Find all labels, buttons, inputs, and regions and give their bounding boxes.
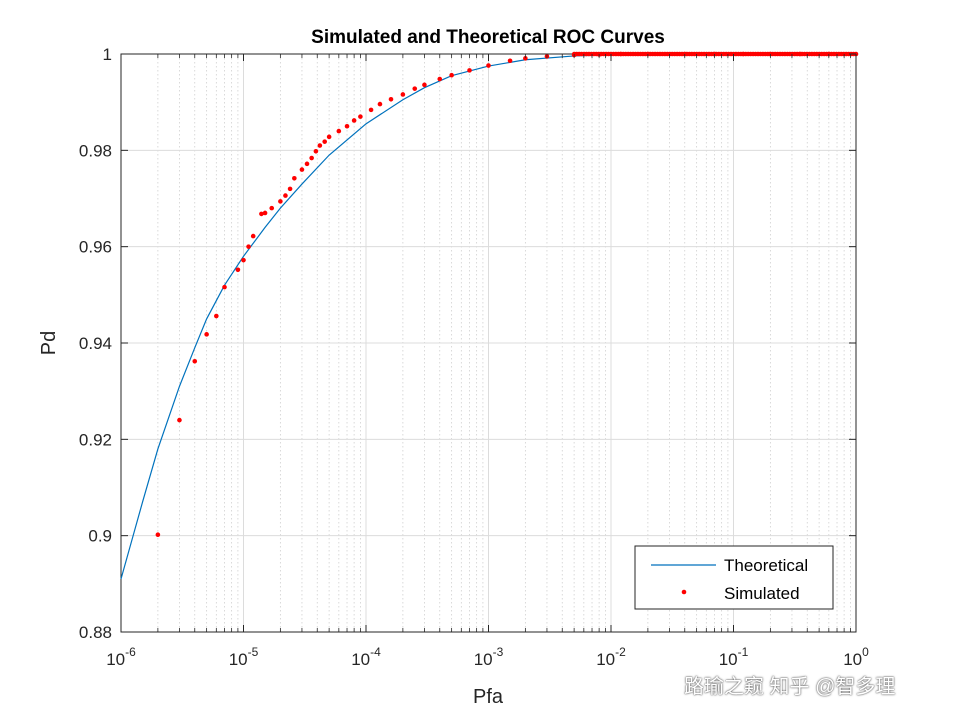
simulated-point — [246, 244, 251, 249]
simulated-point — [467, 68, 472, 73]
y-axis-label: Pd — [38, 331, 60, 355]
simulated-point — [235, 267, 241, 273]
watermark-text: 路瑜之窥 知乎 @智多理 — [684, 675, 896, 698]
simulated-point — [351, 118, 357, 123]
simulated-point — [259, 211, 264, 217]
simulated-point — [287, 186, 293, 192]
simulated-point — [449, 72, 454, 78]
simulated-point — [326, 134, 332, 140]
simulated-point — [437, 76, 443, 82]
simulated-point — [507, 58, 513, 64]
simulated-point — [250, 233, 256, 239]
wechat-icon — [651, 673, 676, 694]
simulated-point — [388, 96, 394, 102]
y-tick-label: 0.9 — [88, 527, 112, 546]
simulated-point — [177, 417, 182, 423]
x-tick-label: 10-4 — [351, 645, 381, 669]
y-tick-label: 0.96 — [79, 238, 112, 257]
y-tick-label: 0.98 — [79, 141, 112, 160]
simulated-point — [368, 107, 374, 113]
x-tick-label: 10-1 — [719, 645, 749, 669]
simulated-point — [222, 284, 227, 290]
y-tick-label: 0.94 — [79, 334, 112, 353]
y-tick-label: 0.92 — [79, 430, 112, 449]
legend-simulated-marker — [681, 589, 687, 595]
legend-theoretical-label: Theoretical — [724, 556, 808, 575]
y-tick-label: 0.88 — [79, 623, 112, 642]
simulated-point — [192, 359, 198, 364]
y-tick-label: 1 — [103, 45, 112, 64]
simulated-point — [283, 193, 288, 198]
watermark: 路瑜之窥 知乎 @智多理 — [650, 668, 895, 700]
simulated-point — [262, 210, 268, 216]
tick-layer: 10-6 10-5 10-4 10-3 10-2 10-1 100 0.88 0.9 0.92 0.… — [79, 45, 869, 669]
legend-box — [634, 545, 834, 610]
simulated-point — [336, 128, 342, 134]
simulated-point — [412, 86, 418, 91]
simulated-point — [269, 205, 275, 211]
simulated-point — [358, 114, 363, 119]
grid-layer — [120, 53, 857, 633]
simulated-point — [377, 101, 383, 107]
simulated-point — [304, 161, 310, 167]
x-tick-label: 100 — [843, 645, 869, 669]
legend: Theoretical Simulated — [634, 545, 834, 610]
legend-simulated-label: Simulated — [724, 584, 800, 603]
x-tick-label: 10-2 — [596, 645, 626, 669]
chart-title: Simulated and Theoretical ROC Curves — [311, 27, 665, 48]
simulated-point — [523, 56, 528, 61]
x-tick-label: 10-5 — [229, 645, 259, 669]
simulated-point — [309, 155, 314, 161]
series-layer — [120, 51, 859, 580]
simulated-point — [155, 532, 161, 538]
simulated-point — [486, 63, 491, 68]
simulated-point — [241, 257, 246, 263]
simulated-point — [214, 313, 219, 319]
x-axis-label: Pfa — [473, 686, 504, 708]
simulated-point — [322, 139, 327, 144]
simulated-point — [204, 332, 209, 337]
simulated-point — [400, 92, 406, 97]
simulated-point — [292, 175, 297, 181]
simulated-point — [313, 148, 319, 154]
x-tick-label: 10-6 — [106, 645, 136, 669]
simulated-point — [278, 199, 283, 204]
simulated-point — [299, 167, 305, 172]
simulated-point — [344, 123, 350, 129]
simulated-point — [317, 143, 323, 148]
x-tick-label: 10-3 — [474, 645, 504, 669]
simulated-point — [422, 82, 427, 88]
